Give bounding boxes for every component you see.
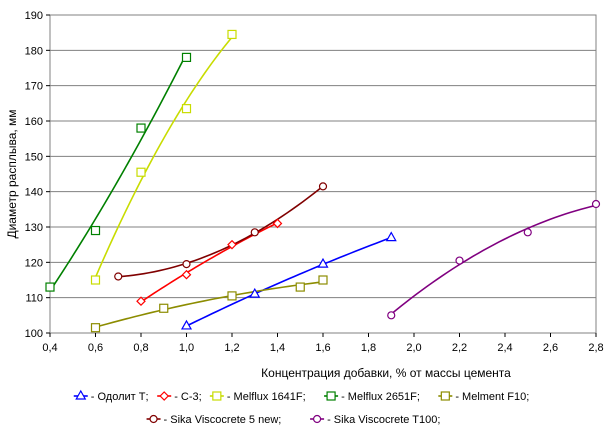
trend-line-3 [94, 36, 233, 278]
legend-label: - Melflux 1641F; [227, 391, 306, 403]
data-point [272, 218, 283, 229]
x-tick-label: 2,8 [588, 342, 603, 354]
data-point [318, 182, 328, 191]
data-points [45, 29, 601, 333]
legend-marker [159, 391, 170, 401]
x-tick-label: 2,2 [452, 342, 467, 354]
x-tick-label: 2,0 [406, 342, 421, 354]
data-point [181, 269, 192, 280]
legend-item: - Melment F10; [438, 391, 529, 403]
data-point [227, 239, 237, 250]
y-axis-title: Диаметр расплыва, мм [5, 109, 19, 238]
data-point [159, 303, 169, 313]
legend-label: - Melment F10; [455, 391, 529, 403]
axes: 100 110 120 130 140 150 160 170 180 190 0,4 0,6 0,8 1… [25, 10, 604, 354]
data-point [385, 231, 397, 242]
y-tick-label: 120 [25, 257, 43, 269]
y-tick-label: 140 [25, 187, 43, 199]
x-tick-label: 0,6 [88, 342, 103, 354]
x-tick-label: 2,6 [543, 342, 558, 354]
data-point [523, 228, 532, 237]
legend-item: - Melflux 2651F; [324, 391, 420, 403]
trend-line-6 [118, 185, 324, 278]
y-tick-label: 110 [25, 293, 43, 305]
x-axis-title: Концентрация добавки, % от массы цемента [261, 366, 511, 380]
y-tick-label: 160 [25, 116, 43, 128]
x-tick-label: 1,6 [315, 342, 330, 354]
data-point [90, 275, 101, 285]
y-tick-label: 100 [25, 328, 43, 340]
legend-label: - Sika Viscocrete T100; [327, 414, 440, 426]
data-point [317, 257, 329, 268]
x-tick-label: 1,2 [224, 342, 239, 354]
x-tick-label: 1,4 [270, 342, 285, 354]
y-tick-label: 130 [25, 222, 43, 234]
trend-lines [49, 36, 597, 328]
data-point [90, 323, 101, 333]
data-point [181, 52, 192, 63]
data-point [136, 296, 146, 307]
trend-line-5 [95, 281, 324, 328]
data-point [180, 319, 193, 330]
data-point [250, 228, 259, 237]
x-tick-label: 0,8 [133, 342, 148, 354]
trend-line-4 [49, 53, 188, 292]
legend-marker [326, 391, 336, 401]
data-point [136, 167, 146, 177]
data-point [227, 291, 237, 301]
legend-label: - Melflux 2651F; [341, 391, 420, 403]
data-point [387, 311, 396, 320]
trend-line-1 [186, 236, 392, 327]
legend-label: - С-3; [174, 391, 202, 403]
data-point [455, 256, 464, 265]
legend-item: - Sika Viscocrete 5 new; [146, 414, 282, 426]
y-tick-label: 150 [25, 151, 43, 163]
data-point [114, 272, 123, 281]
legend-item: - Sika Viscocrete T100; [310, 414, 440, 426]
trend-line-7 [390, 204, 597, 315]
y-tick-label: 170 [25, 81, 43, 93]
x-tick-label: 0,4 [42, 342, 57, 354]
legend-item: - Одолит Т; [73, 389, 149, 403]
data-point [295, 282, 305, 292]
legend-marker [212, 391, 222, 401]
data-point [45, 282, 55, 292]
data-point [249, 287, 261, 298]
legend: - Одолит Т; - С-3; - Melflux 1641F; - Melfl… [73, 389, 529, 426]
data-point [90, 225, 101, 236]
data-point [136, 123, 146, 133]
legend-marker [312, 414, 322, 424]
legend-label: - Sika Viscocrete 5 new; [164, 414, 282, 426]
legend-label: - Одолит Т; [91, 391, 149, 403]
grid [50, 49, 596, 299]
y-tick-label: 180 [25, 45, 43, 57]
x-tick-label: 2,4 [497, 342, 512, 354]
data-point [591, 199, 601, 209]
plot-area [49, 14, 597, 334]
x-tick-label: 1,0 [179, 342, 194, 354]
legend-item: - С-3; [157, 391, 202, 403]
data-point [318, 275, 328, 285]
data-point [181, 104, 192, 114]
legend-item: - Melflux 1641F; [209, 391, 306, 403]
data-point [227, 29, 237, 40]
x-tick-label: 1,8 [361, 342, 376, 354]
data-point [182, 260, 191, 269]
legend-marker [440, 391, 450, 401]
y-tick-label: 190 [25, 10, 43, 22]
legend-marker [75, 389, 87, 400]
legend-marker [149, 414, 158, 424]
